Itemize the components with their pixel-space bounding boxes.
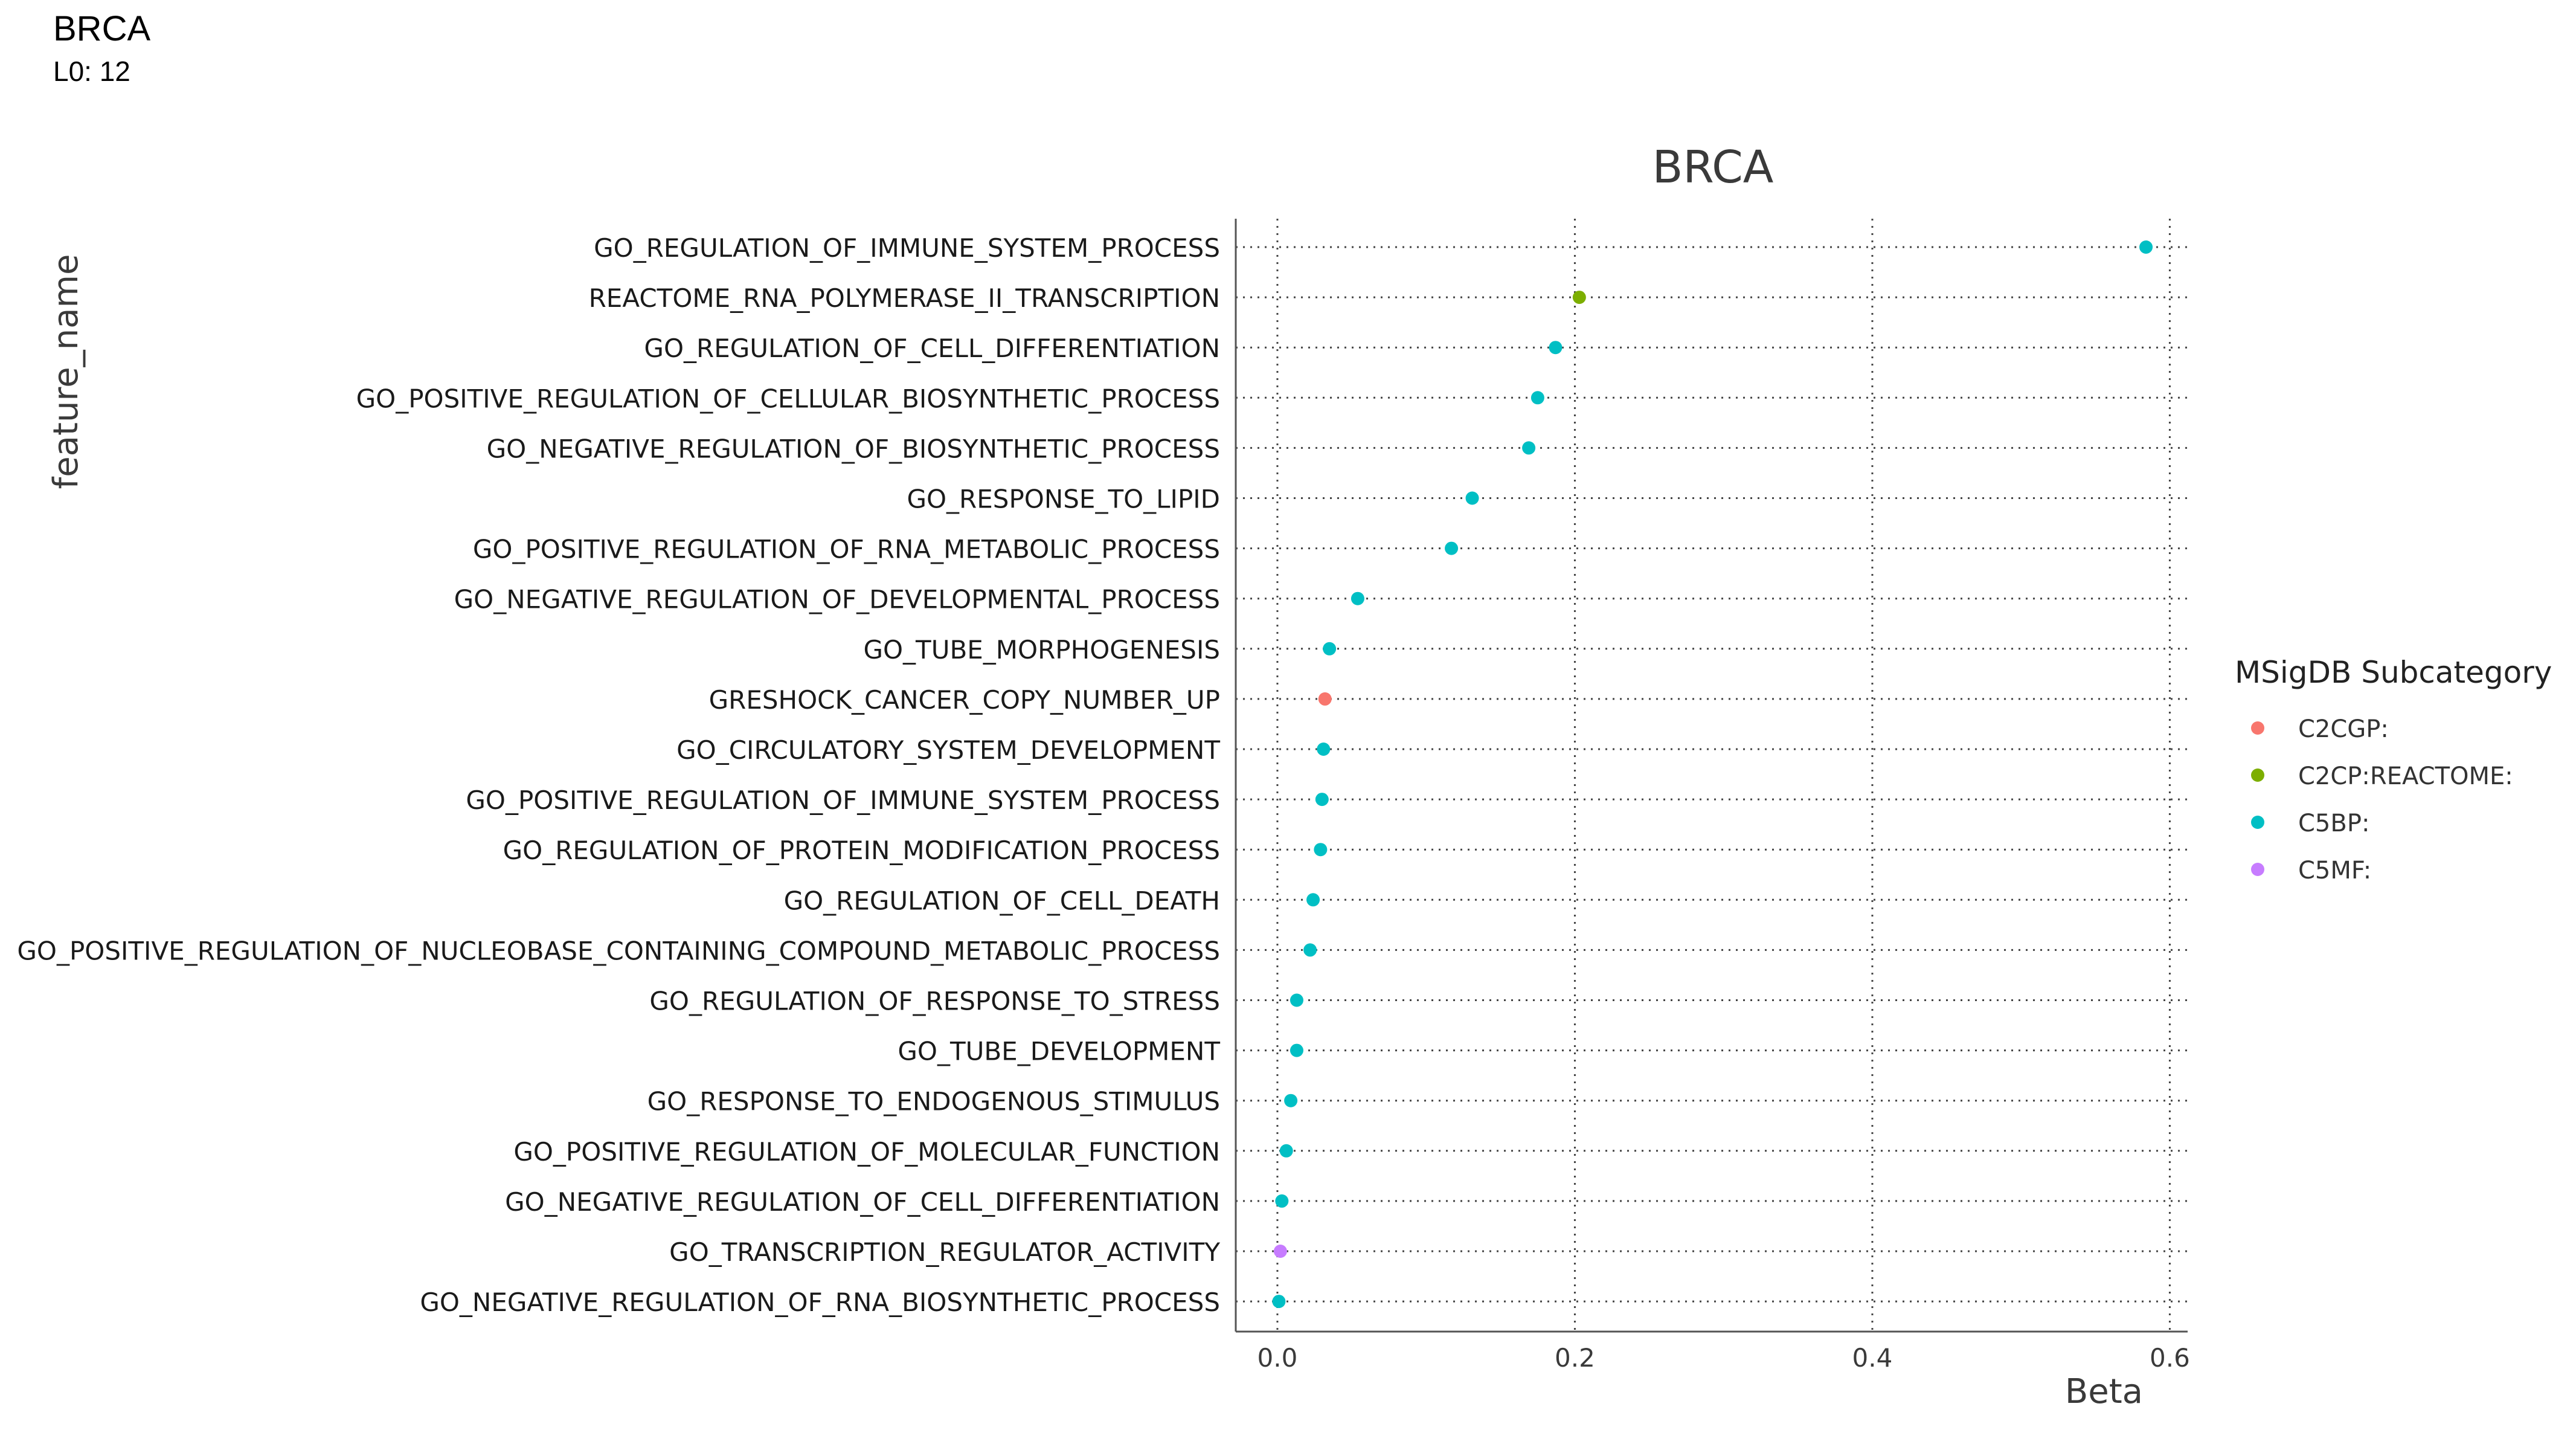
data-point bbox=[1290, 993, 1303, 1007]
data-point bbox=[1315, 793, 1329, 807]
data-point bbox=[1272, 1295, 1286, 1309]
data-point bbox=[1273, 1245, 1287, 1258]
data-point bbox=[1284, 1094, 1298, 1107]
legend-swatch bbox=[2251, 816, 2264, 829]
legend: MSigDB Subcategory C2CGP: C2CP:REACTOME: C… bbox=[2235, 655, 2552, 884]
data-point bbox=[1323, 642, 1337, 656]
data-point bbox=[2139, 240, 2153, 254]
y-tick-label: GRESHOCK_CANCER_COPY_NUMBER_UP bbox=[709, 685, 1220, 715]
data-point bbox=[1317, 743, 1331, 756]
y-tick-labels: GO_REGULATION_OF_IMMUNE_SYSTEM_PROCESS RE… bbox=[17, 233, 1220, 1317]
x-tick-label: 0.4 bbox=[1852, 1343, 1893, 1373]
y-tick-label: GO_REGULATION_OF_CELL_DEATH bbox=[784, 886, 1220, 915]
data-point bbox=[1290, 1043, 1303, 1057]
y-tick-label: GO_REGULATION_OF_CELL_DIFFERENTIATION bbox=[644, 334, 1220, 363]
page-header: BRCA L0: 12 bbox=[53, 5, 150, 89]
y-tick-label: GO_POSITIVE_REGULATION_OF_IMMUNE_SYSTEM_… bbox=[466, 785, 1220, 815]
data-point bbox=[1531, 391, 1544, 405]
legend-label: C2CP:REACTOME: bbox=[2298, 762, 2513, 790]
axes bbox=[1235, 219, 2188, 1333]
y-tick-label: GO_POSITIVE_REGULATION_OF_CELLULAR_BIOSY… bbox=[356, 384, 1220, 413]
legend-swatch bbox=[2251, 863, 2264, 876]
data-point bbox=[1279, 1144, 1293, 1158]
legend-swatch bbox=[2251, 721, 2264, 735]
data-point bbox=[1549, 341, 1563, 355]
y-tick-label: GO_POSITIVE_REGULATION_OF_MOLECULAR_FUNC… bbox=[513, 1137, 1220, 1167]
x-tick-label: 0.2 bbox=[1555, 1343, 1595, 1373]
x-tick-labels: 0.0 0.2 0.4 0.6 bbox=[1257, 1343, 2190, 1373]
x-axis-label: Beta bbox=[2065, 1372, 2143, 1411]
x-tick-label: 0.6 bbox=[2150, 1343, 2190, 1373]
data-point bbox=[1303, 943, 1317, 957]
y-tick-label: GO_CIRCULATORY_SYSTEM_DEVELOPMENT bbox=[676, 735, 1220, 765]
data-point bbox=[1318, 692, 1332, 706]
y-tick-label: REACTOME_RNA_POLYMERASE_II_TRANSCRIPTION bbox=[589, 283, 1220, 313]
legend-label: C5MF: bbox=[2298, 857, 2371, 884]
data-points bbox=[1272, 240, 2153, 1309]
y-tick-label: GO_RESPONSE_TO_LIPID bbox=[907, 485, 1220, 514]
y-tick-label: GO_TRANSCRIPTION_REGULATOR_ACTIVITY bbox=[669, 1237, 1220, 1267]
y-tick-label: GO_NEGATIVE_REGULATION_OF_DEVELOPMENTAL_… bbox=[454, 585, 1220, 614]
chart-title: BRCA bbox=[1653, 141, 1774, 193]
y-tick-label: GO_NEGATIVE_REGULATION_OF_BIOSYNTHETIC_P… bbox=[487, 434, 1220, 463]
y-tick-label: GO_TUBE_MORPHOGENESIS bbox=[863, 635, 1220, 665]
data-point bbox=[1572, 291, 1586, 304]
y-tick-label: GO_REGULATION_OF_IMMUNE_SYSTEM_PROCESS bbox=[594, 233, 1220, 263]
y-tick-label: GO_REGULATION_OF_RESPONSE_TO_STRESS bbox=[649, 987, 1220, 1016]
y-tick-label: GO_POSITIVE_REGULATION_OF_RNA_METABOLIC_… bbox=[473, 535, 1220, 564]
grid-lines bbox=[1236, 219, 2188, 1332]
page-title: BRCA bbox=[53, 9, 151, 48]
y-tick-label: GO_REGULATION_OF_PROTEIN_MODIFICATION_PR… bbox=[503, 836, 1220, 865]
data-point bbox=[1275, 1194, 1289, 1208]
y-tick-label: GO_NEGATIVE_REGULATION_OF_CELL_DIFFERENT… bbox=[505, 1187, 1220, 1217]
y-axis-label: feature_name bbox=[47, 254, 86, 489]
y-tick-label: GO_NEGATIVE_REGULATION_OF_RNA_BIOSYNTHET… bbox=[420, 1287, 1220, 1317]
data-point bbox=[1351, 591, 1364, 605]
y-tick-label: GO_POSITIVE_REGULATION_OF_NUCLEOBASE_CON… bbox=[17, 936, 1220, 965]
legend-title: MSigDB Subcategory bbox=[2235, 655, 2552, 690]
x-tick-label: 0.0 bbox=[1257, 1343, 1298, 1373]
data-point bbox=[1522, 441, 1536, 455]
page-subtitle: L0: 12 bbox=[53, 56, 130, 87]
legend-label: C5BP: bbox=[2298, 810, 2369, 837]
data-point bbox=[1306, 893, 1320, 907]
data-point bbox=[1445, 541, 1459, 555]
data-point bbox=[1465, 491, 1479, 505]
y-tick-label: GO_TUBE_DEVELOPMENT bbox=[898, 1037, 1220, 1066]
data-point bbox=[1314, 843, 1328, 857]
y-tick-label: GO_RESPONSE_TO_ENDOGENOUS_STIMULUS bbox=[647, 1087, 1220, 1116]
legend-label: C2CGP: bbox=[2298, 715, 2389, 743]
legend-swatch bbox=[2251, 768, 2264, 782]
